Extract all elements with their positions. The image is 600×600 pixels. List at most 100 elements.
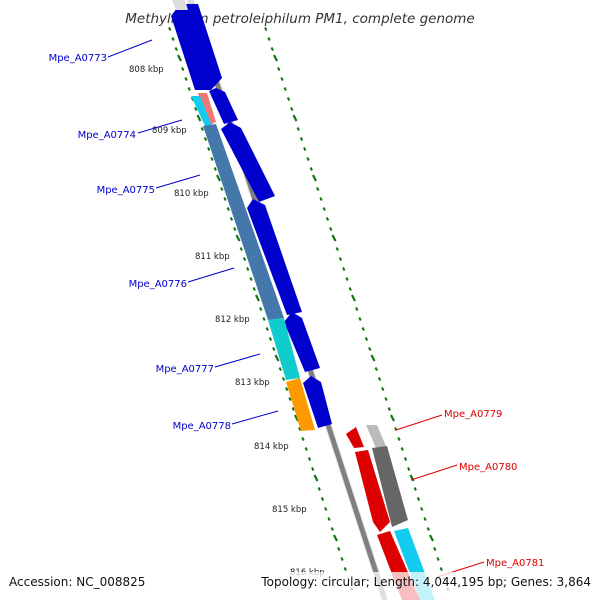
right-track-tick bbox=[345, 277, 349, 281]
gene-mpe-a0780[interactable] bbox=[355, 450, 390, 532]
right-track-tick bbox=[286, 97, 291, 101]
gene-mpe-a0776[interactable] bbox=[247, 199, 302, 315]
tick-label-813: 813 kbp bbox=[235, 378, 270, 388]
left-track-tick bbox=[220, 187, 224, 191]
left-track-tick bbox=[278, 367, 282, 371]
left-track-tick bbox=[216, 174, 221, 182]
right-track-tick bbox=[377, 377, 382, 381]
gene-mpe-a0773[interactable] bbox=[171, 4, 222, 90]
right-track-tick bbox=[306, 157, 310, 161]
left-track-tick bbox=[203, 137, 208, 141]
tick-label-808: 808 kbp bbox=[129, 65, 164, 75]
feature-light-blue bbox=[191, 96, 212, 128]
right-track-tick bbox=[429, 534, 434, 542]
right-track-tick bbox=[322, 207, 326, 211]
left-track-tick bbox=[324, 507, 328, 511]
right-track-tick bbox=[309, 167, 313, 171]
left-track-tick bbox=[343, 567, 347, 571]
feature-orange bbox=[286, 378, 315, 431]
gene-mpe-a0777[interactable] bbox=[284, 312, 320, 372]
right-track-tick bbox=[361, 327, 365, 331]
left-track-tick bbox=[210, 157, 214, 161]
gene-mpe-a0779-feature bbox=[366, 425, 386, 448]
right-track-tick bbox=[270, 47, 274, 51]
leader-line bbox=[137, 119, 183, 134]
right-track-tick bbox=[426, 527, 430, 531]
gene-label-mpe-a0773[interactable]: Mpe_A0773 bbox=[49, 53, 107, 64]
accession-text: Accession: NC_008825 bbox=[9, 575, 145, 589]
left-track-tick bbox=[291, 407, 295, 411]
gene-label-mpe-a0777[interactable]: Mpe_A0777 bbox=[156, 364, 214, 375]
genome-summary-text: Topology: circular; Length: 4,044,195 bp… bbox=[260, 575, 591, 589]
gene-mpe-a0774[interactable] bbox=[209, 88, 238, 124]
left-track-tick bbox=[301, 437, 305, 441]
right-track-tick bbox=[436, 557, 440, 561]
left-track-tick bbox=[184, 77, 188, 81]
right-track-tick bbox=[403, 457, 408, 461]
right-track-tick bbox=[409, 474, 415, 482]
left-track-tick bbox=[281, 377, 286, 381]
right-track-tick bbox=[277, 67, 281, 71]
left-track-tick bbox=[327, 517, 331, 521]
tick-label-814: 814 kbp bbox=[254, 442, 289, 452]
gene-label-mpe-a0775[interactable]: Mpe_A0775 bbox=[97, 185, 155, 196]
right-track-tick bbox=[348, 287, 352, 291]
left-track-tick bbox=[246, 267, 250, 271]
feature-steel-blue bbox=[203, 124, 284, 320]
right-track-tick bbox=[296, 127, 300, 131]
left-track-tick bbox=[194, 107, 198, 111]
tick-label-810: 810 kbp bbox=[174, 189, 209, 199]
gene-mpe-a0775[interactable] bbox=[221, 122, 275, 202]
footer: Accession: NC_008825 Topology: circular;… bbox=[0, 572, 600, 600]
right-track-tick bbox=[325, 217, 330, 221]
right-track-tick bbox=[368, 347, 372, 351]
gene-label-mpe-a0780[interactable]: Mpe_A0780 bbox=[459, 462, 517, 473]
right-track-tick bbox=[342, 267, 346, 271]
right-track-tick bbox=[338, 257, 343, 261]
left-track-tick bbox=[249, 277, 253, 281]
leader-line bbox=[395, 414, 443, 431]
left-track-tick bbox=[298, 427, 302, 431]
right-track-tick bbox=[316, 187, 320, 191]
left-track-tick bbox=[313, 474, 319, 482]
left-track-tick bbox=[259, 307, 263, 311]
right-track-tick bbox=[358, 317, 362, 321]
left-track-tick bbox=[340, 557, 344, 561]
left-track-tick bbox=[285, 387, 289, 391]
left-track-tick bbox=[337, 547, 341, 551]
right-track-tick bbox=[439, 567, 443, 571]
left-track-tick bbox=[207, 147, 211, 151]
left-track-tick bbox=[294, 414, 299, 422]
left-track-tick bbox=[200, 127, 204, 131]
right-track-tick bbox=[374, 367, 378, 371]
right-track-tick bbox=[312, 174, 317, 182]
gene-label-mpe-a0779[interactable]: Mpe_A0779 bbox=[444, 409, 502, 420]
minus-gene-labels: Mpe_A0779 Mpe_A0780 Mpe_A0781 bbox=[395, 409, 544, 578]
gene-label-mpe-a0778[interactable]: Mpe_A0778 bbox=[173, 421, 231, 432]
left-track-tick bbox=[262, 317, 266, 321]
left-track-tick bbox=[272, 347, 276, 351]
right-track-tick bbox=[370, 354, 376, 362]
left-track-tick bbox=[171, 37, 175, 41]
left-track-tick bbox=[252, 287, 256, 291]
left-track-tick bbox=[330, 527, 334, 531]
right-track-tick bbox=[292, 114, 298, 122]
right-track-tick bbox=[364, 337, 369, 341]
gene-mpe-a0779[interactable] bbox=[346, 427, 364, 448]
gene-label-mpe-a0776[interactable]: Mpe_A0776 bbox=[129, 279, 187, 290]
right-track-tick bbox=[400, 447, 404, 451]
left-track-tick bbox=[187, 87, 191, 91]
plus-strand-genes bbox=[171, 0, 332, 431]
right-track-tick bbox=[390, 414, 395, 422]
tick-label-812: 812 kbp bbox=[215, 315, 250, 325]
right-track-tick bbox=[280, 77, 284, 81]
left-track-tick bbox=[304, 447, 308, 451]
gene-label-mpe-a0774[interactable]: Mpe_A0774 bbox=[78, 130, 136, 141]
gene-label-mpe-a0781[interactable]: Mpe_A0781 bbox=[486, 558, 544, 569]
gene-mpe-a0778[interactable] bbox=[303, 376, 332, 428]
right-track-tick bbox=[264, 27, 268, 31]
leader-line bbox=[214, 353, 261, 368]
left-track-tick bbox=[311, 467, 315, 471]
left-track-tick bbox=[320, 497, 325, 501]
